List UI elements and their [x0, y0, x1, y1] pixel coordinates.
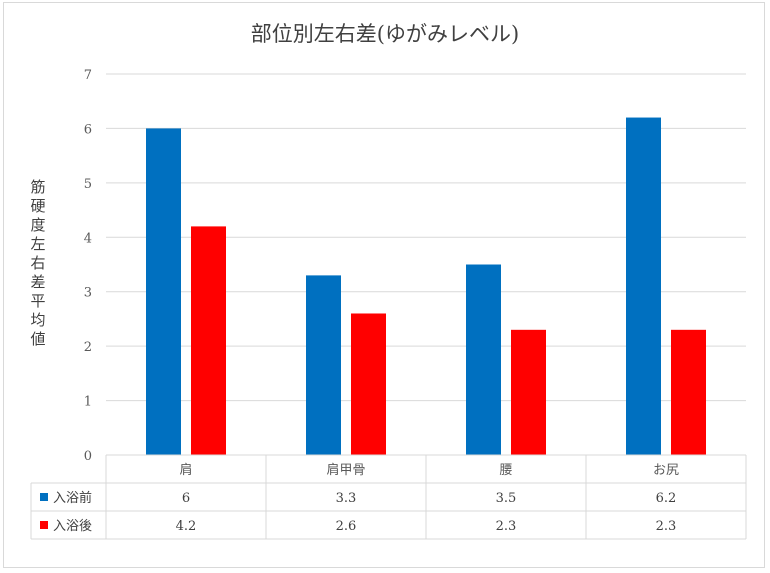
legend-swatch-0	[40, 493, 48, 501]
data-label: 3.5	[496, 491, 517, 506]
y-tick-label: 6	[84, 122, 92, 137]
bar-after-0	[191, 226, 226, 455]
legend-swatch-1	[40, 521, 48, 529]
bar-before-2	[466, 264, 501, 455]
y-axis-label: 筋硬度左右差平均値	[30, 178, 46, 348]
bars	[146, 117, 706, 456]
data-label: 4.2	[176, 519, 197, 534]
bar-after-1	[351, 313, 386, 455]
y-tick-label: 0	[84, 449, 92, 464]
bar-after-3	[671, 329, 706, 455]
y-tick-label: 4	[84, 231, 92, 246]
data-label: 3.3	[336, 491, 357, 506]
y-tick-label: 1	[84, 395, 92, 410]
category-label: 肩	[179, 462, 192, 478]
y-tick-label: 2	[84, 340, 92, 355]
category-label: 腰	[499, 463, 512, 478]
data-label: 6	[182, 491, 190, 506]
legend-label-0: 入浴前	[53, 490, 92, 506]
y-tick-label: 3	[84, 286, 92, 301]
y-tick-label: 5	[84, 177, 92, 192]
category-label: お尻	[653, 463, 679, 478]
chart-title: 部位別左右差(ゆがみレベル)	[250, 22, 520, 46]
data-label: 2.3	[656, 519, 677, 534]
bar-before-3	[626, 117, 661, 456]
category-label: 肩甲骨	[326, 462, 365, 478]
y-tick-label: 7	[84, 68, 92, 83]
data-label: 2.3	[496, 519, 517, 534]
y-tick-labels: 0 1 2 3 4 5 6 7	[84, 68, 92, 464]
bar-after-2	[511, 329, 546, 455]
bar-before-0	[146, 128, 181, 455]
data-label: 2.6	[336, 519, 357, 534]
bar-before-1	[306, 275, 341, 455]
data-label: 6.2	[656, 491, 677, 506]
legend-label-1: 入浴後	[53, 519, 92, 534]
